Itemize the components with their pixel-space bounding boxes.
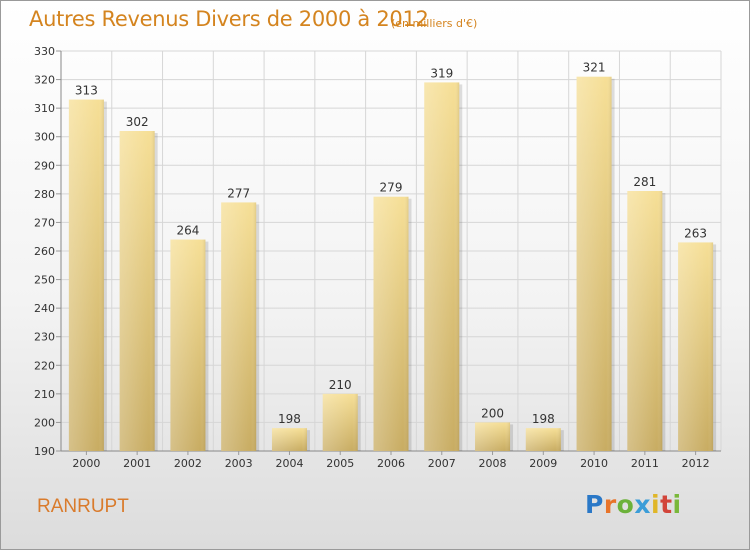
y-tick-label: 260 [34, 245, 55, 258]
y-tick-label: 210 [34, 388, 55, 401]
x-tick-label: 2011 [631, 457, 659, 470]
x-tick-label: 2001 [123, 457, 151, 470]
x-tick-label: 2002 [174, 457, 202, 470]
bar-value-label: 302 [126, 115, 149, 129]
x-tick-label: 2008 [479, 457, 507, 470]
bar-sheen [322, 393, 358, 451]
bar-sheen [424, 82, 460, 451]
bar-sheen [170, 239, 206, 451]
bar-value-label: 281 [633, 175, 656, 189]
y-tick-label: 250 [34, 274, 55, 287]
logo-letter: o [616, 490, 635, 519]
y-tick-label: 290 [34, 159, 55, 172]
bar-sheen [221, 202, 257, 451]
bar-sheen [373, 196, 409, 451]
bar-sheen [627, 191, 663, 451]
bar-value-label: 279 [380, 181, 403, 195]
x-tick-label: 2009 [529, 457, 557, 470]
y-tick-label: 280 [34, 188, 55, 201]
y-tick-label: 310 [34, 102, 55, 115]
bar-sheen [119, 131, 155, 451]
y-tick-label: 220 [34, 359, 55, 372]
logo-letter: i [651, 490, 661, 519]
y-tick-label: 300 [34, 131, 55, 144]
y-tick-label: 320 [34, 74, 55, 87]
bar-sheen [525, 428, 561, 451]
bar-sheen [576, 76, 612, 451]
bar-sheen [678, 242, 714, 451]
chart-title: Autres Revenus Divers de 2000 à 2012 [29, 7, 429, 31]
bar-value-label: 198 [278, 412, 301, 426]
y-tick-label: 190 [34, 445, 55, 458]
y-tick-label: 330 [34, 45, 55, 58]
logo-letter: i [672, 490, 682, 519]
y-tick-label: 240 [34, 302, 55, 315]
bar-sheen [271, 428, 307, 451]
logo-letter: t [660, 490, 673, 519]
bar-value-label: 210 [329, 378, 352, 392]
bar-value-label: 263 [684, 226, 707, 240]
x-tick-label: 2010 [580, 457, 608, 470]
label-layer: 190 200 210 220 230 240 250 260 270 280 290 300 310 3… [34, 45, 710, 470]
x-tick-label: 2012 [682, 457, 710, 470]
commune-name: RANRUPT [37, 496, 129, 517]
x-tick-label: 2007 [428, 457, 456, 470]
x-tick-label: 2004 [275, 457, 303, 470]
bar-value-label: 198 [532, 412, 555, 426]
bar-value-label: 319 [430, 66, 453, 80]
proxiti-logo: Proxiti [585, 490, 682, 519]
logo-letter: P [585, 490, 604, 519]
y-tick-label: 230 [34, 331, 55, 344]
x-tick-label: 2003 [225, 457, 253, 470]
logo-letter: x [634, 490, 651, 519]
bar-layer [68, 76, 717, 452]
y-tick-label: 200 [34, 416, 55, 429]
y-tick-label: 270 [34, 216, 55, 229]
logo-letter: r [603, 490, 617, 519]
chart-subtitle: (en milliers d'€) [391, 17, 478, 30]
x-tick-label: 2006 [377, 457, 405, 470]
bar-sheen [475, 422, 511, 451]
x-tick-label: 2005 [326, 457, 354, 470]
bar-sheen [68, 99, 104, 452]
bar-value-label: 264 [176, 224, 199, 238]
bar-value-label: 277 [227, 186, 250, 200]
bar-value-label: 321 [583, 61, 606, 75]
bar-value-label: 313 [75, 84, 98, 98]
bar-value-label: 200 [481, 406, 504, 420]
x-tick-label: 2000 [72, 457, 100, 470]
